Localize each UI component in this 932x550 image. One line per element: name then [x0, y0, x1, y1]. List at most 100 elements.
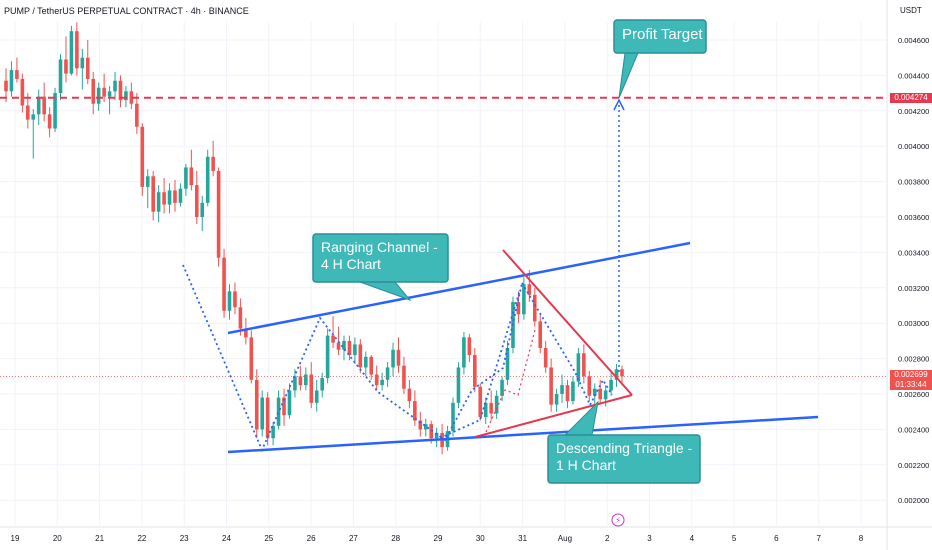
x-tick-label: 8: [859, 534, 864, 543]
candle-body: [69, 31, 74, 74]
candle: [80, 48, 85, 90]
candle-body: [96, 87, 101, 104]
y-tick-label: 0.003600: [898, 213, 929, 222]
candle-body: [31, 114, 36, 120]
candle-body: [298, 376, 303, 386]
x-tick-label: 25: [264, 534, 273, 543]
candle-body: [287, 390, 292, 416]
candle: [20, 73, 25, 113]
candle: [69, 25, 74, 76]
x-tick-label: 2: [605, 534, 610, 543]
candle: [91, 71, 96, 115]
candle-body: [582, 353, 586, 377]
x-tick-label: 6: [774, 534, 779, 543]
candle: [598, 379, 602, 405]
candle: [549, 358, 553, 412]
candle-body: [36, 96, 41, 115]
candle-body: [20, 78, 25, 106]
candle: [85, 40, 90, 85]
candle-body: [314, 390, 319, 403]
candle-body: [413, 401, 417, 421]
candle: [451, 397, 455, 437]
candle: [118, 75, 123, 108]
candle-body: [53, 93, 57, 129]
y-tick-label: 0.002600: [898, 390, 929, 399]
candle-body: [571, 381, 575, 402]
candle: [609, 372, 613, 396]
candle-body: [385, 367, 390, 380]
candle-body: [603, 390, 608, 400]
candle: [532, 287, 537, 327]
drawings-layer: Profit Target Ranging Channel -4 H Chart D…: [0, 19, 887, 484]
candle: [483, 397, 488, 425]
candle: [102, 73, 106, 102]
candle: [587, 370, 592, 402]
currency-label[interactable]: USDT: [900, 6, 922, 15]
y-tick-label: 0.004400: [898, 71, 929, 80]
candle: [407, 379, 412, 409]
symbol-title[interactable]: PUMP / TetherUS PERPETUAL CONTRACT · 4h …: [4, 6, 249, 16]
projection-arrowhead: [613, 98, 625, 111]
candle: [320, 372, 324, 398]
y-tick-label: 0.003000: [898, 319, 929, 328]
candle: [467, 333, 472, 363]
candle: [500, 376, 504, 402]
candle: [260, 390, 265, 437]
candle: [42, 82, 46, 122]
candle-body: [178, 188, 183, 203]
candle: [287, 383, 292, 419]
candle-body: [407, 388, 412, 402]
candle: [456, 362, 461, 409]
candle: [216, 167, 221, 267]
candle: [413, 390, 417, 426]
ranging-channel-callout-box: [312, 233, 449, 283]
candle-body: [609, 379, 613, 391]
candle: [135, 93, 139, 134]
candle: [385, 362, 390, 387]
candle-body: [396, 349, 401, 366]
candle: [565, 379, 570, 409]
x-tick-label: 22: [137, 534, 146, 543]
candle-body: [80, 57, 85, 69]
candle-body: [560, 385, 564, 394]
candle-body: [107, 91, 112, 97]
candle: [614, 363, 619, 387]
candle-body: [26, 105, 30, 120]
swing-dotted-path: [182, 264, 523, 453]
candle-body: [320, 378, 324, 391]
candle-body: [347, 340, 352, 356]
candle-body: [391, 349, 395, 368]
candle-body: [467, 337, 472, 356]
candle: [184, 163, 188, 196]
candle: [314, 379, 319, 412]
candle: [505, 340, 510, 386]
candle-body: [184, 167, 188, 189]
candle-body: [140, 126, 145, 187]
channel-lower-line: [227, 415, 819, 454]
candle-body: [4, 80, 8, 92]
candle-body: [587, 376, 592, 396]
candle: [478, 383, 483, 421]
y-tick-label: 0.004200: [898, 107, 929, 116]
candle-body: [554, 394, 559, 405]
candle-body: [423, 424, 428, 430]
candle-body: [293, 376, 297, 391]
candle-body: [118, 80, 123, 101]
candle-body: [211, 156, 215, 171]
candle-body: [538, 321, 543, 348]
candle-body: [135, 103, 139, 127]
y-tick-label: 0.002000: [898, 496, 929, 505]
candle: [227, 284, 232, 320]
candle-body: [151, 176, 155, 212]
candle-body: [494, 395, 499, 414]
x-tick-label: Aug: [558, 534, 572, 543]
triangle-swing-path: [485, 329, 536, 433]
candle-body: [380, 379, 384, 386]
candle-body: [363, 356, 368, 368]
candle-body: [254, 379, 259, 430]
ranging-channel-callout-pointer: [359, 281, 412, 302]
candle-body: [227, 291, 232, 311]
candle: [554, 388, 559, 412]
candle-body: [113, 80, 117, 92]
